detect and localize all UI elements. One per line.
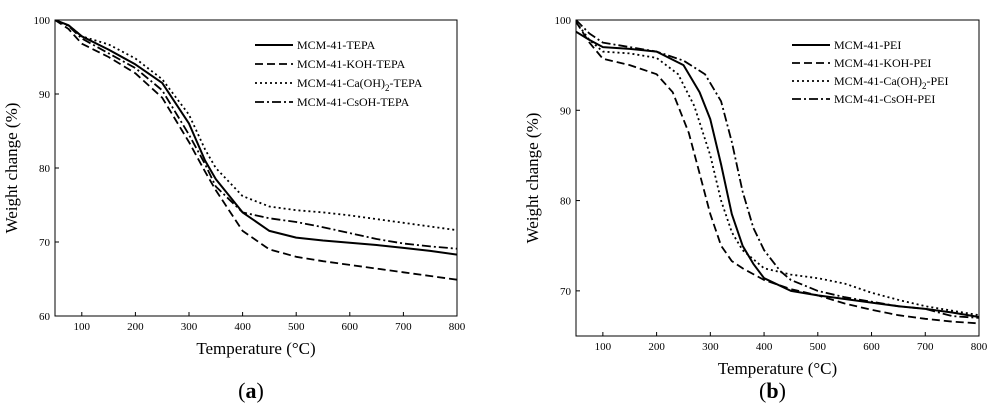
x-tick-label: 500 <box>288 321 305 333</box>
series-line-1 <box>55 20 457 256</box>
x-tick-label: 600 <box>863 341 880 353</box>
legend-label-2: MCM-41-KOH-PEI <box>834 56 931 70</box>
x-tick-label: 500 <box>810 341 827 353</box>
y-tick-label: 100 <box>555 15 572 27</box>
y-tick-label: 90 <box>560 105 572 117</box>
x-tick-label: 700 <box>917 341 934 353</box>
series-line-4 <box>576 20 979 319</box>
panel-label: (b) <box>759 378 786 403</box>
legend-label-1: MCM-41-PEI <box>834 38 901 52</box>
y-axis-title: Weight change (%) <box>523 113 542 244</box>
legend-label-3: MCM-41-Ca(OH)2-TEPA <box>297 76 423 93</box>
series-line-4 <box>55 20 457 250</box>
legend-label-3: MCM-41-Ca(OH)2-PEI <box>834 74 949 91</box>
legend-label-2: MCM-41-KOH-TEPA <box>297 57 406 71</box>
chart-panel-a: 100 200 300 400 500 600 700 800 60 70 80 90 100 Tempe… <box>2 15 466 403</box>
series-line-3 <box>576 21 979 317</box>
panel-label: (a) <box>238 378 264 403</box>
x-tick-label: 100 <box>74 321 91 333</box>
y-tick-label: 70 <box>560 286 572 298</box>
x-tick-label: 800 <box>449 321 466 333</box>
x-tick-label: 400 <box>756 341 773 353</box>
y-tick-label: 100 <box>34 15 51 27</box>
x-tick-label: 200 <box>127 321 144 333</box>
legend-label-1: MCM-41-TEPA <box>297 38 376 52</box>
y-tick-label: 60 <box>39 311 51 323</box>
chart-panel-b: 100 200 300 400 500 600 700 800 70 80 90 100 Tempera… <box>523 15 988 403</box>
x-tick-label: 700 <box>395 321 412 333</box>
series-line-2 <box>55 20 457 281</box>
legend: MCM-41-TEPA MCM-41-KOH-TEPA MCM-41-Ca(OH)2… <box>255 38 423 109</box>
plot-frame <box>575 19 980 337</box>
x-tick-label: 100 <box>595 341 612 353</box>
x-tick-label: 300 <box>702 341 719 353</box>
series-line-3 <box>55 20 457 232</box>
series-line-2 <box>576 21 979 325</box>
x-axis-title: Temperature (°C) <box>196 339 315 358</box>
x-tick-label: 200 <box>648 341 665 353</box>
y-tick-label: 80 <box>560 196 572 208</box>
legend-label-4: MCM-41-CsOH-TEPA <box>297 95 410 109</box>
x-axis-title: Temperature (°C) <box>718 359 837 378</box>
y-tick-label: 70 <box>39 237 51 249</box>
y-tick-label: 90 <box>39 89 51 101</box>
y-tick-label: 80 <box>39 163 51 175</box>
x-tick-label: 800 <box>971 341 988 353</box>
x-tick-label: 600 <box>342 321 359 333</box>
y-axis-title: Weight change (%) <box>2 103 21 234</box>
legend-label-4: MCM-41-CsOH-PEI <box>834 92 935 106</box>
x-tick-label: 300 <box>181 321 198 333</box>
legend: MCM-41-PEI MCM-41-KOH-PEI MCM-41-Ca(OH)2-P… <box>792 38 949 106</box>
x-tick-label: 400 <box>234 321 251 333</box>
